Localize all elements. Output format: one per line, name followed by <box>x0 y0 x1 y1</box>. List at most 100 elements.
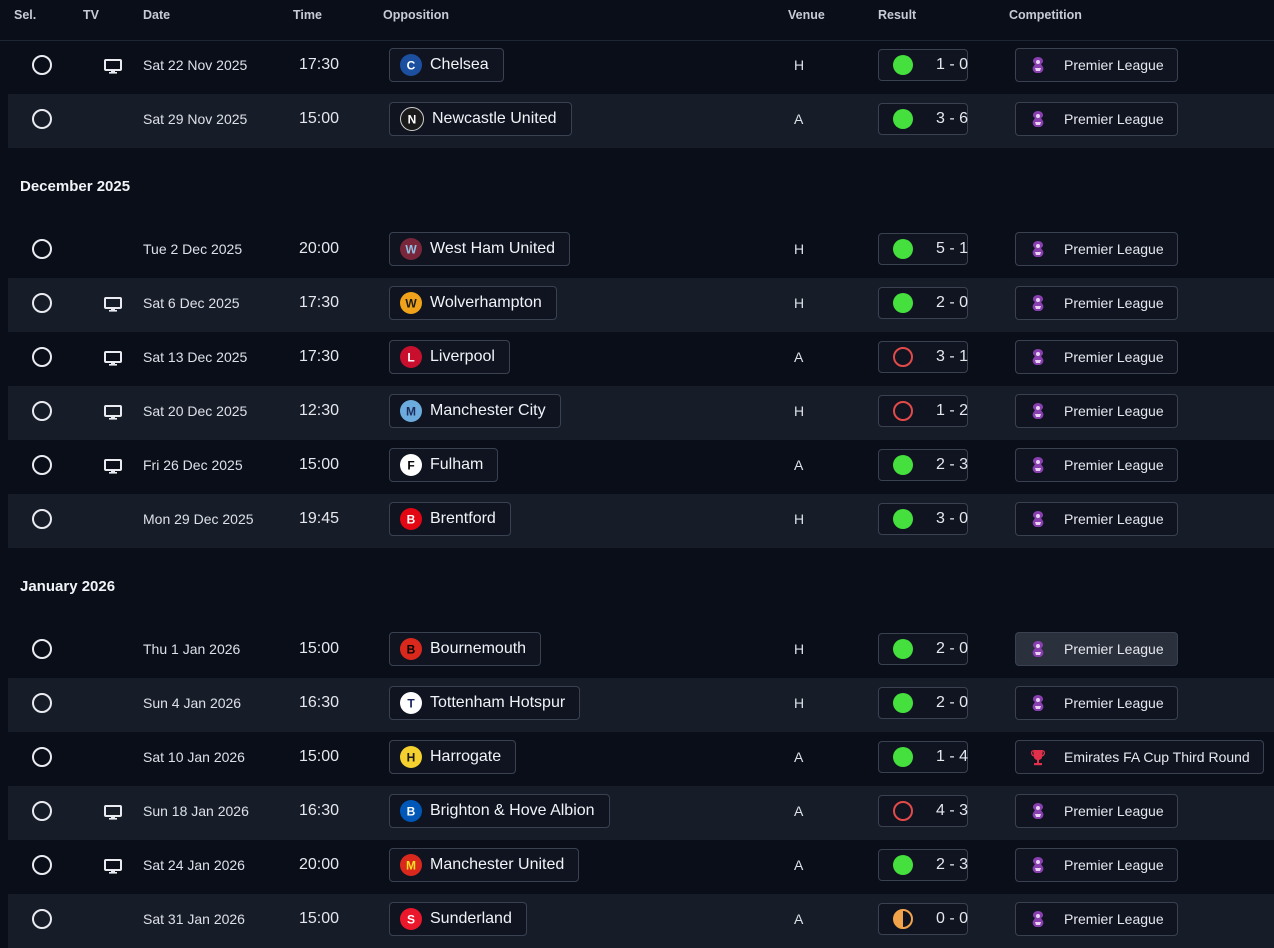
opposition-button[interactable]: M Manchester United <box>389 848 580 882</box>
result-button[interactable]: 1 - 4 <box>878 741 968 773</box>
match-date: Sat 22 Nov 2025 <box>143 57 248 73</box>
result-button[interactable]: 2 - 3 <box>878 849 968 881</box>
competition-button[interactable]: Premier League <box>1015 286 1178 320</box>
column-header-venue[interactable]: Venue <box>788 8 825 22</box>
competition-button[interactable]: Premier League <box>1015 902 1178 936</box>
opposition-button[interactable]: H Harrogate <box>389 740 517 774</box>
competition-name: Premier League <box>1064 803 1164 819</box>
svg-text:H: H <box>407 751 416 765</box>
competition-button[interactable]: Premier League <box>1015 340 1178 374</box>
result-button[interactable]: 2 - 3 <box>878 449 968 481</box>
result-button[interactable]: 0 - 0 <box>878 903 968 935</box>
table-row[interactable]: Sat 24 Jan 2026 20:00 M Manchester United A 2… <box>8 840 1274 894</box>
result-button[interactable]: 1 - 0 <box>878 49 968 81</box>
select-radio[interactable] <box>32 401 52 421</box>
venue-value: A <box>794 857 804 873</box>
select-radio[interactable] <box>32 347 52 367</box>
select-radio[interactable] <box>32 909 52 929</box>
table-row[interactable]: Tue 2 Dec 2025 20:00 W West Ham United H 5 - … <box>8 224 1274 278</box>
competition-button[interactable]: Premier League <box>1015 102 1178 136</box>
competition-button[interactable]: Premier League <box>1015 232 1178 266</box>
opposition-button[interactable]: M Manchester City <box>389 394 561 428</box>
fulham-crest-icon: F <box>400 454 422 476</box>
opposition-button[interactable]: T Tottenham Hotspur <box>389 686 581 720</box>
svg-text:B: B <box>407 513 416 527</box>
select-radio[interactable] <box>32 693 52 713</box>
win-indicator-icon <box>893 55 913 75</box>
column-header-date[interactable]: Date <box>143 8 171 22</box>
result-button[interactable]: 2 - 0 <box>878 633 968 665</box>
opposition-button[interactable]: W West Ham United <box>389 232 571 266</box>
competition-button[interactable]: Premier League <box>1015 632 1178 666</box>
competition-button[interactable]: Premier League <box>1015 686 1178 720</box>
competition-button[interactable]: Premier League <box>1015 48 1178 82</box>
opposition-name: Manchester City <box>430 402 546 419</box>
opposition-button[interactable]: F Fulham <box>389 448 499 482</box>
column-header-opposition[interactable]: Opposition <box>383 8 449 22</box>
premier-league-icon <box>1030 510 1046 528</box>
table-row[interactable]: Mon 29 Dec 2025 19:45 B Brentford H 3 - 0 Prem… <box>8 494 1274 548</box>
venue-value: A <box>794 749 804 765</box>
opposition-button[interactable]: N Newcastle United <box>389 102 572 136</box>
column-header-time[interactable]: Time <box>293 8 322 22</box>
table-row[interactable]: Sat 29 Nov 2025 15:00 N Newcastle United A 3 … <box>8 94 1274 148</box>
select-radio[interactable] <box>32 509 52 529</box>
select-radio[interactable] <box>32 239 52 259</box>
table-row[interactable]: Sat 20 Dec 2025 12:30 M Manchester City H 1 -… <box>8 386 1274 440</box>
opposition-button[interactable]: C Chelsea <box>389 48 504 82</box>
competition-button[interactable]: Emirates FA Cup Third Round <box>1015 740 1264 774</box>
competition-name: Premier League <box>1064 641 1164 657</box>
column-header-competition[interactable]: Competition <box>1009 8 1082 22</box>
select-radio[interactable] <box>32 855 52 875</box>
opposition-button[interactable]: B Bournemouth <box>389 632 542 666</box>
select-radio[interactable] <box>32 747 52 767</box>
opposition-name: Newcastle United <box>432 110 557 127</box>
match-score: 5 - 1 <box>936 240 969 257</box>
opposition-button[interactable]: W Wolverhampton <box>389 286 557 320</box>
table-row[interactable]: Fri 26 Dec 2025 15:00 F Fulham A 2 - 3 Premier… <box>8 440 1274 494</box>
select-radio[interactable] <box>32 639 52 659</box>
result-button[interactable]: 3 - 1 <box>878 341 968 373</box>
table-row[interactable]: Sat 13 Dec 2025 17:30 L Liverpool A 3 - 1 Prem… <box>8 332 1274 386</box>
result-button[interactable]: 2 - 0 <box>878 687 968 719</box>
result-button[interactable]: 3 - 0 <box>878 503 968 535</box>
result-button[interactable]: 4 - 3 <box>878 795 968 827</box>
result-button[interactable]: 2 - 0 <box>878 287 968 319</box>
opposition-name: Liverpool <box>430 348 495 365</box>
column-header-result[interactable]: Result <box>878 8 917 22</box>
table-row[interactable]: Sat 10 Jan 2026 15:00 H Harrogate A 1 - 4 Emir… <box>8 732 1274 786</box>
tv-icon <box>104 859 122 874</box>
match-score: 3 - 6 <box>936 110 969 127</box>
select-radio[interactable] <box>32 801 52 821</box>
competition-button[interactable]: Premier League <box>1015 448 1178 482</box>
svg-text:N: N <box>408 113 417 127</box>
opposition-button[interactable]: L Liverpool <box>389 340 510 374</box>
venue-value: H <box>794 57 805 73</box>
tv-icon <box>104 59 122 74</box>
table-row[interactable]: Thu 1 Jan 2026 15:00 B Bournemouth H 2 - 0 Pre… <box>8 624 1274 678</box>
competition-name: Premier League <box>1064 857 1164 873</box>
opposition-button[interactable]: B Brighton & Hove Albion <box>389 794 610 828</box>
result-button[interactable]: 3 - 6 <box>878 103 968 135</box>
table-row[interactable]: Sat 31 Jan 2026 15:00 S Sunderland A 0 - 0 Pre… <box>8 894 1274 948</box>
table-row[interactable]: Sat 22 Nov 2025 17:30 C Chelsea H 1 - 0 Premie… <box>8 40 1274 94</box>
column-header-tv[interactable]: TV <box>83 8 99 22</box>
select-radio[interactable] <box>32 293 52 313</box>
result-button[interactable]: 5 - 1 <box>878 233 968 265</box>
table-row[interactable]: Sun 4 Jan 2026 16:30 T Tottenham Hotspur H 2 … <box>8 678 1274 732</box>
select-radio[interactable] <box>32 455 52 475</box>
competition-button[interactable]: Premier League <box>1015 394 1178 428</box>
select-radio[interactable] <box>32 109 52 129</box>
kickoff-time: 17:30 <box>299 294 340 311</box>
table-row[interactable]: Sat 6 Dec 2025 17:30 W Wolverhampton H 2 - 0 P… <box>8 278 1274 332</box>
opposition-button[interactable]: B Brentford <box>389 502 511 536</box>
competition-button[interactable]: Premier League <box>1015 502 1178 536</box>
column-header-sel[interactable]: Sel. <box>14 8 37 22</box>
month-heading: January 2026 <box>20 578 116 595</box>
select-radio[interactable] <box>32 55 52 75</box>
competition-button[interactable]: Premier League <box>1015 848 1178 882</box>
table-row[interactable]: Sun 18 Jan 2026 16:30 B Brighton & Hove Alb… <box>8 786 1274 840</box>
competition-button[interactable]: Premier League <box>1015 794 1178 828</box>
result-button[interactable]: 1 - 2 <box>878 395 968 427</box>
opposition-button[interactable]: S Sunderland <box>389 902 527 936</box>
